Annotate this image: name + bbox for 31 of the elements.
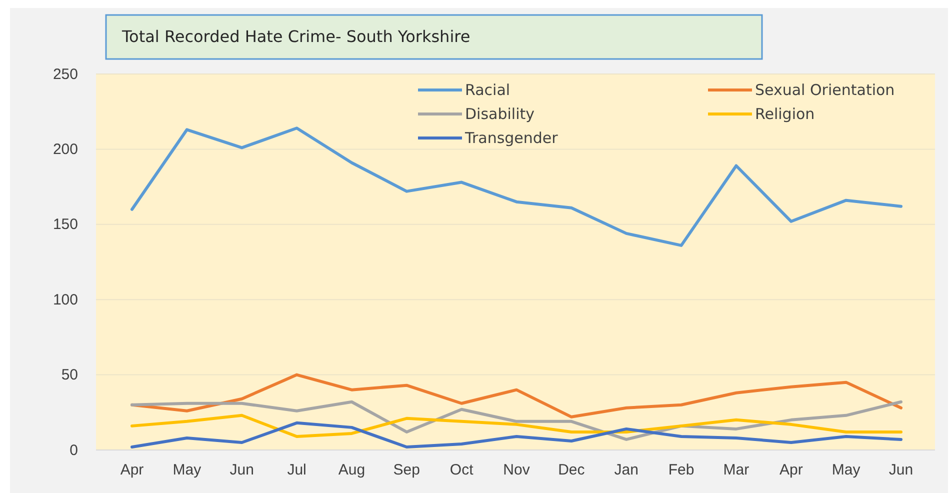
legend-label: Transgender [464, 129, 559, 147]
line-series [130, 126, 902, 247]
legend-label: Disability [465, 105, 535, 123]
y-tick-label: 100 [52, 291, 78, 308]
x-tick-label: May [832, 462, 861, 479]
y-tick-label: 200 [52, 141, 78, 158]
legend-label: Sexual Orientation [755, 81, 895, 99]
x-tick-label: Jun [230, 462, 254, 479]
y-tick-label: 150 [52, 216, 78, 234]
y-tick-label: 50 [61, 366, 78, 384]
x-tick-label: Aug [338, 462, 366, 479]
y-tick-label: 0 [70, 442, 78, 459]
legend-label: Religion [755, 105, 815, 123]
legend-label: Racial [465, 81, 510, 99]
x-tick-label: Mar [723, 462, 750, 479]
chart-title: Total Recorded Hate Crime- South Yorkshire [121, 27, 470, 46]
x-tick-label: Nov [503, 462, 530, 479]
x-tick-label: Feb [668, 462, 694, 479]
x-tick-label: Jan [614, 462, 638, 479]
x-tick-label: Sep [393, 462, 420, 479]
x-tick-label: Jul [287, 462, 306, 479]
x-tick-label: Apr [779, 462, 803, 479]
y-tick-label: 250 [52, 66, 78, 83]
line-series [130, 414, 902, 438]
x-tick-label: Dec [558, 462, 586, 479]
x-tick-label: May [172, 462, 202, 479]
x-tick-label: Apr [120, 462, 144, 479]
x-tick-label: Jun [888, 462, 914, 479]
line-series [130, 400, 902, 441]
x-tick-label: Oct [450, 462, 474, 479]
line-series [130, 421, 902, 448]
